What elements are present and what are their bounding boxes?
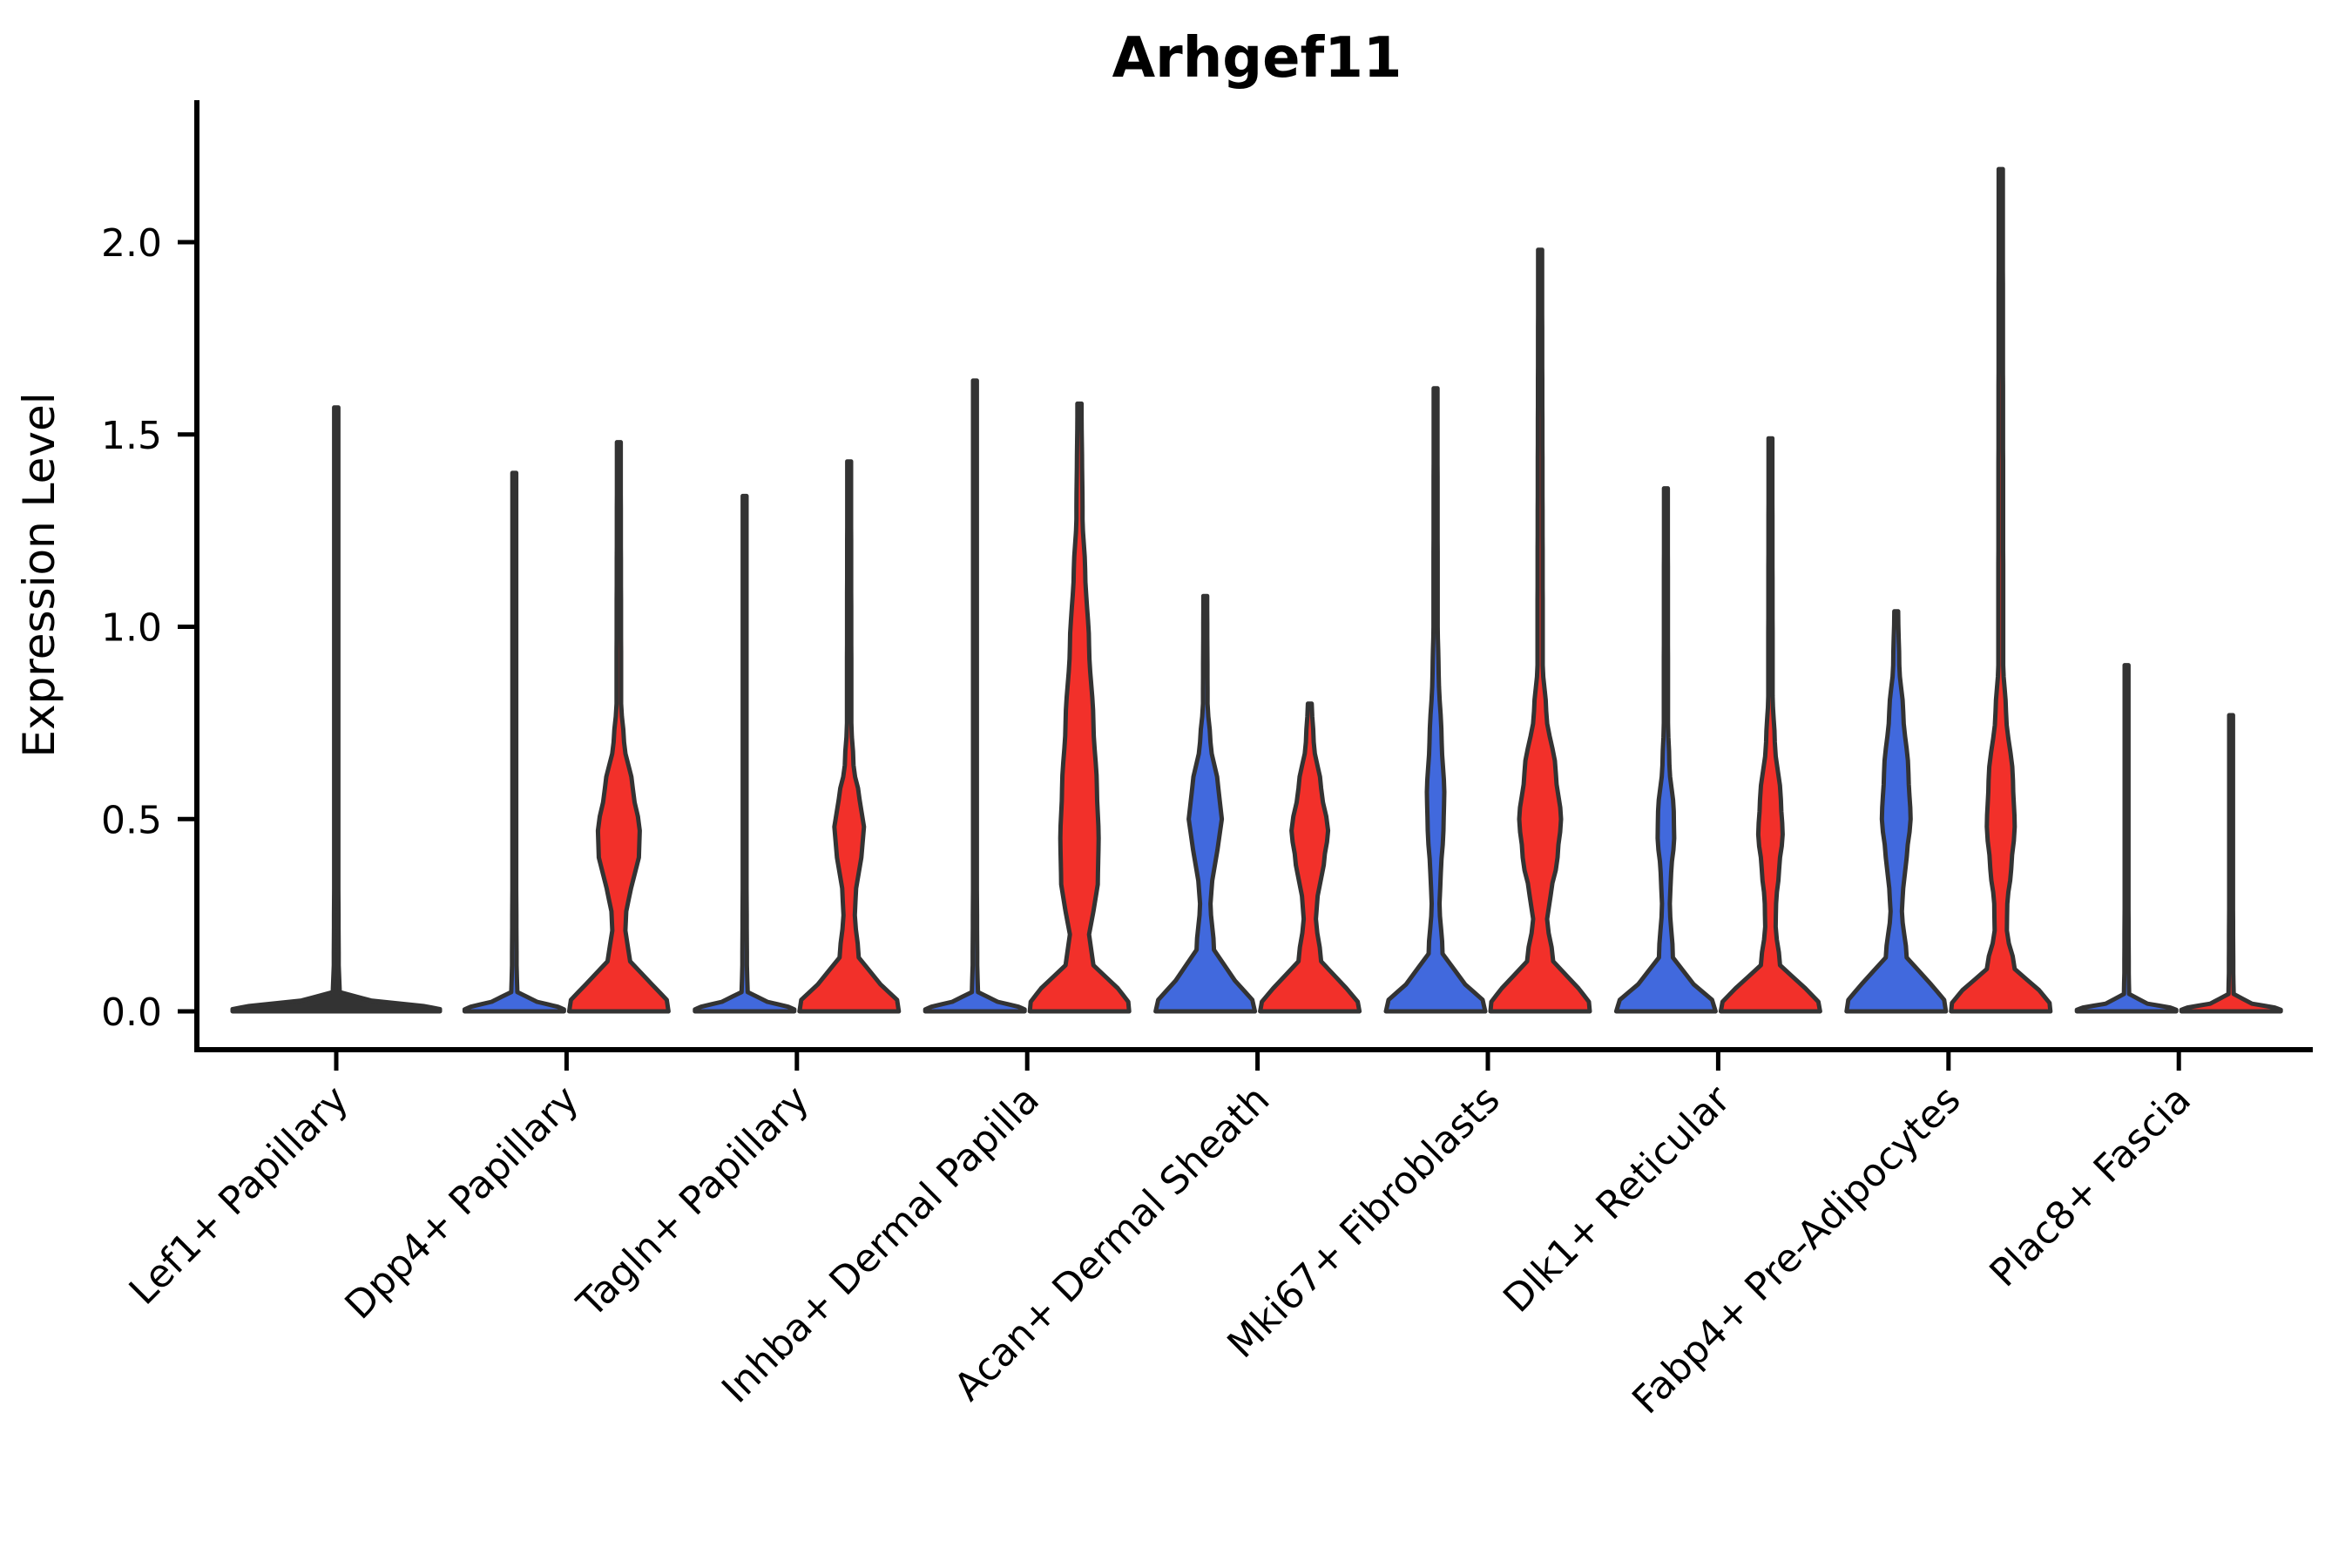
y-tick-label: 1.0 xyxy=(101,606,162,651)
axes-layer xyxy=(178,100,2313,1071)
x-tick-label: Plac8+ Fascia xyxy=(1981,1078,2200,1296)
violins-layer xyxy=(230,166,2283,1014)
violin-tagln-left xyxy=(693,493,797,1014)
violin-acan-left xyxy=(1153,593,1258,1014)
violin-acan-right xyxy=(1258,701,1362,1014)
violin-dpp4-left xyxy=(462,470,566,1014)
x-tick-label: Dpp4+ Papillary xyxy=(337,1078,588,1328)
violin-plac8-right xyxy=(2179,713,2283,1014)
violin-inhba-right xyxy=(1027,401,1132,1014)
violin-dlk1-right xyxy=(1718,436,1822,1014)
violin-plac8-left xyxy=(2074,663,2179,1014)
violin-dlk1-left xyxy=(1613,486,1718,1014)
y-tick-label: 0.0 xyxy=(101,990,162,1035)
violin-fabp4-left xyxy=(1844,609,1949,1014)
y-tick-label: 2.0 xyxy=(101,221,162,266)
x-tick-label: Lef1+ Papillary xyxy=(121,1078,357,1314)
x-tick-label: Dlk1+ Reticular xyxy=(1495,1077,1740,1321)
y-axis-label: Expression Level xyxy=(14,392,64,757)
violin-fabp4-right xyxy=(1949,166,2053,1014)
x-tick-label: Tagln+ Papillary xyxy=(568,1078,817,1327)
violin-inhba-left xyxy=(923,378,1027,1014)
violin-lef1-center xyxy=(230,405,443,1014)
violin-dpp4-right xyxy=(566,440,671,1014)
y-tick-label: 1.5 xyxy=(101,414,162,458)
violin-mki67-right xyxy=(1488,247,1592,1014)
violin-mki67-left xyxy=(1383,386,1488,1014)
y-tick-label: 0.5 xyxy=(101,798,162,842)
violin-tagln-right xyxy=(797,459,902,1014)
chart-title: Arhgef11 xyxy=(1112,26,1402,91)
